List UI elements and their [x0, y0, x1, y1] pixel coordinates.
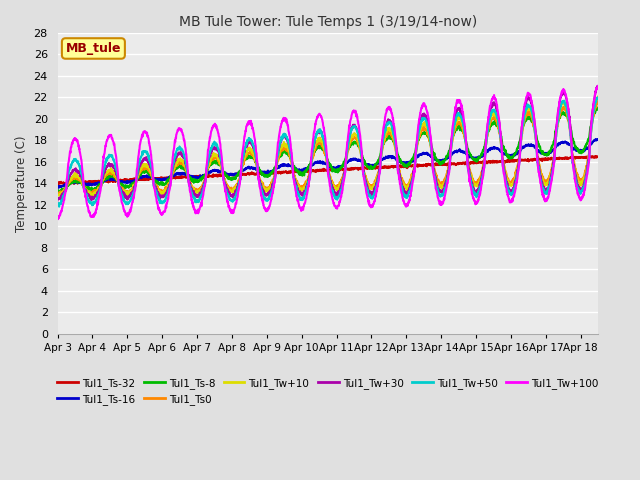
Legend: Tul1_Ts-32, Tul1_Ts-16, Tul1_Ts-8, Tul1_Ts0, Tul1_Tw+10, Tul1_Tw+30, Tul1_Tw+50,: Tul1_Ts-32, Tul1_Ts-16, Tul1_Ts-8, Tul1_… — [53, 374, 603, 409]
Text: MB_tule: MB_tule — [66, 42, 121, 55]
Title: MB Tule Tower: Tule Temps 1 (3/19/14-now): MB Tule Tower: Tule Temps 1 (3/19/14-now… — [179, 15, 477, 29]
Y-axis label: Temperature (C): Temperature (C) — [15, 135, 28, 232]
